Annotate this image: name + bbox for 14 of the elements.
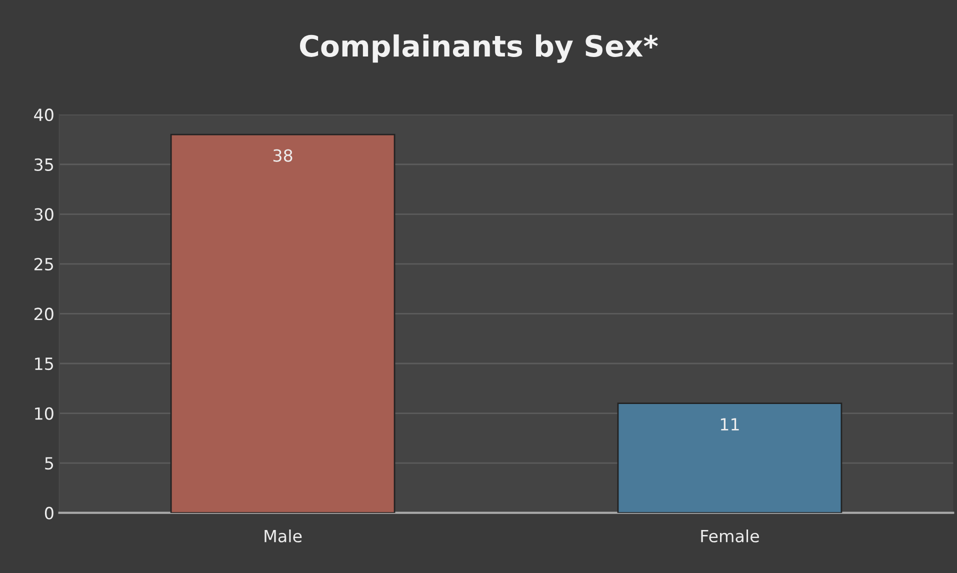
y-tick-label: 5 [45, 457, 54, 470]
y-tick-label: 40 [34, 108, 54, 122]
x-tick-label: Male [264, 530, 302, 542]
y-tick-label: 20 [34, 308, 54, 320]
data-label: 11 [720, 418, 739, 430]
data-label: 38 [273, 149, 292, 162]
y-tick-label: 15 [35, 358, 54, 370]
y-tick-label: 25 [34, 258, 54, 271]
chart-title: Complainants by Sex* [300, 34, 658, 63]
y-tick-label: 10 [35, 407, 54, 420]
y-tick-label: 30 [34, 208, 54, 221]
y-tick-label: 0 [44, 506, 54, 520]
x-tick-label: Female [701, 530, 759, 542]
y-tick-label: 35 [34, 158, 54, 171]
